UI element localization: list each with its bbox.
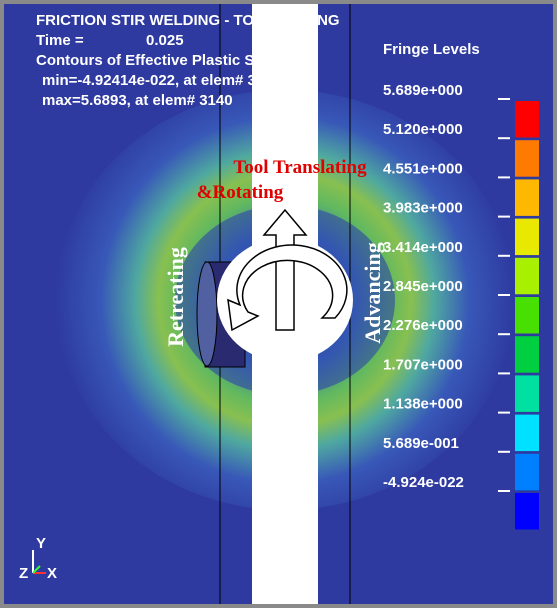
- contour: Contours of Effective Plastic Strain: [36, 52, 287, 69]
- legend-swatch: [515, 140, 539, 177]
- legend-label: 2.276e+000: [383, 317, 463, 334]
- legend-label: 1.138e+000: [383, 396, 463, 413]
- legend-label: 3.414e+000: [383, 239, 463, 256]
- legend-swatch: [515, 493, 539, 530]
- legend-swatch: [515, 297, 539, 334]
- legend-swatch: [515, 336, 539, 373]
- legend-swatch: [515, 179, 539, 216]
- legend-label: -4.924e-022: [383, 474, 464, 491]
- axis-label: X: [47, 565, 57, 582]
- legend-swatch: [515, 415, 539, 452]
- legend-label: 5.120e+000: [383, 121, 463, 138]
- annotation: &Rotating: [197, 182, 284, 203]
- screen: FRICTION STIR WELDING - TOOL MOVING Time…: [0, 0, 557, 608]
- legend-swatch: [515, 219, 539, 256]
- pin-edge: [197, 262, 217, 366]
- annotation: Tool Translating: [233, 157, 367, 178]
- legend-label: 5.689e+000: [383, 82, 463, 99]
- time-label: Time =: [36, 32, 84, 49]
- legend-label: 5.689e-001: [383, 435, 459, 452]
- legend-swatch: [515, 258, 539, 295]
- legend-swatch: [515, 454, 539, 491]
- legend-label: 4.551e+000: [383, 160, 463, 177]
- max: max=5.6893, at elem# 3140: [42, 92, 233, 109]
- legend-swatch: [515, 101, 539, 138]
- legend-title: Fringe Levels: [383, 41, 480, 58]
- annotation: Retreating: [163, 247, 188, 347]
- title: FRICTION STIR WELDING - TOOL MOVING: [36, 12, 340, 29]
- axis-label: Y: [36, 535, 46, 552]
- legend-swatch: [515, 375, 539, 412]
- legend-label: 1.707e+000: [383, 356, 463, 373]
- time-value: 0.025: [146, 32, 184, 49]
- legend-label: 3.983e+000: [383, 200, 463, 217]
- annotation: Advancing: [360, 242, 385, 343]
- axis-label: Z: [19, 565, 28, 582]
- legend-label: 2.845e+000: [383, 278, 463, 295]
- min: min=-4.92414e-022, at elem# 3545: [42, 72, 281, 89]
